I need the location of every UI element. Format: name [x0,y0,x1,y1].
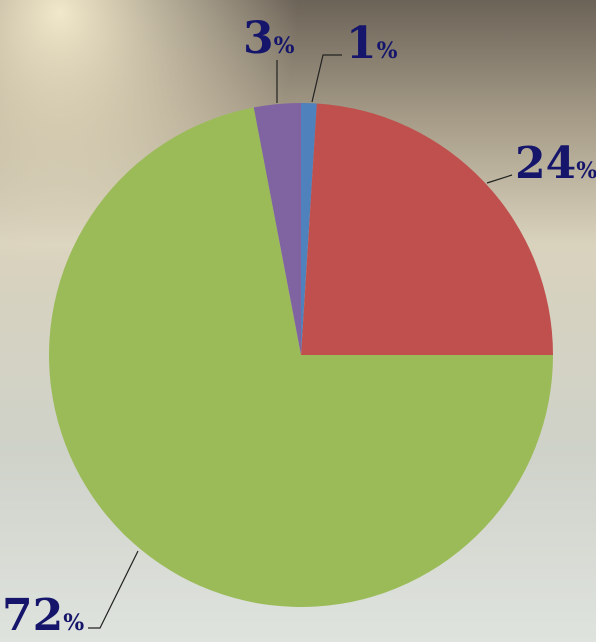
chart: 1%24%72%3% [0,0,596,642]
pie [49,103,553,607]
page: 1%24%72%3% (() => { const data = JSON.pa… [0,0,596,642]
